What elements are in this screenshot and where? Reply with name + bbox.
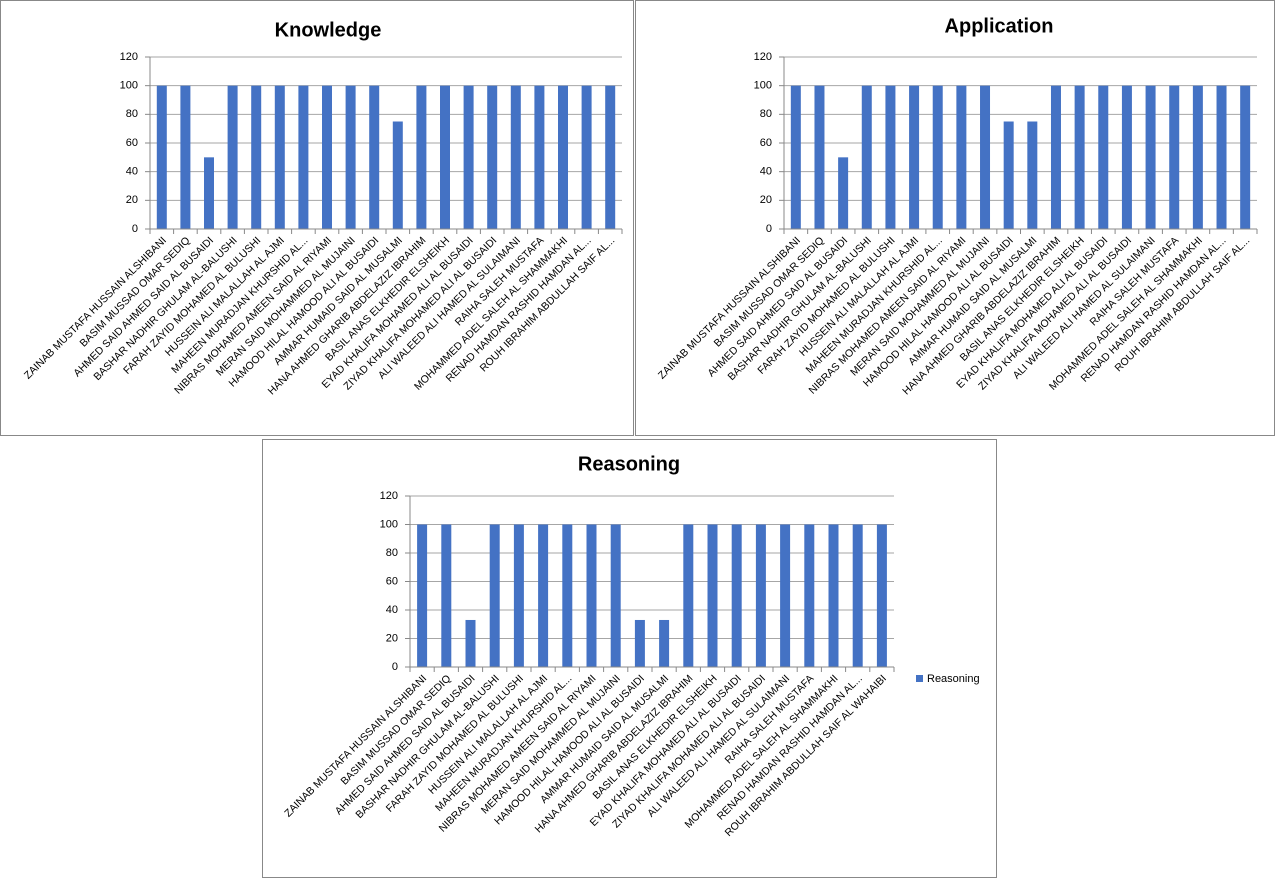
bar <box>417 524 428 667</box>
y-tick-label: 40 <box>126 166 138 178</box>
bar <box>1216 85 1227 230</box>
bar <box>1098 85 1109 230</box>
bar <box>510 85 521 230</box>
bar <box>1121 85 1132 230</box>
bar <box>1050 85 1061 230</box>
bar <box>790 85 801 230</box>
bar <box>1003 121 1014 229</box>
bar <box>465 619 476 667</box>
y-tick-label: 60 <box>126 137 138 149</box>
bar <box>1240 85 1251 230</box>
bar <box>956 85 967 230</box>
bar <box>828 524 839 667</box>
bar <box>1169 85 1180 230</box>
chart-frame <box>0 0 634 436</box>
chart-frame <box>262 439 997 878</box>
legend-label: Reasoning <box>927 673 980 685</box>
bar <box>298 85 309 230</box>
chart-title: Reasoning <box>578 453 680 475</box>
bar <box>605 85 616 230</box>
bar <box>534 85 545 230</box>
bar <box>204 157 214 229</box>
bar <box>558 85 568 230</box>
y-tick-label: 120 <box>754 51 772 63</box>
bar <box>861 85 872 230</box>
y-tick-label: 100 <box>754 80 772 92</box>
y-tick-label: 80 <box>386 547 398 559</box>
bar <box>513 524 524 667</box>
bar <box>463 85 474 230</box>
bar <box>932 85 943 230</box>
y-tick-label: 20 <box>760 194 772 206</box>
bar <box>1074 85 1085 230</box>
bar <box>885 85 896 230</box>
y-tick-label: 0 <box>132 223 138 235</box>
bar <box>1145 85 1156 230</box>
bar <box>804 524 815 667</box>
bar <box>852 524 863 667</box>
bar <box>538 524 549 667</box>
y-tick-label: 0 <box>392 661 398 673</box>
bar <box>586 524 597 667</box>
bar <box>441 524 452 667</box>
bar <box>1192 85 1203 230</box>
bar <box>156 85 167 230</box>
bar <box>180 85 191 230</box>
bar <box>581 85 592 230</box>
bar <box>683 524 694 667</box>
bar <box>345 85 356 230</box>
bar <box>251 85 262 230</box>
y-tick-label: 80 <box>760 108 772 120</box>
y-tick-label: 20 <box>386 632 398 644</box>
y-tick-label: 20 <box>126 194 138 206</box>
bar <box>489 524 500 667</box>
bar <box>659 619 670 667</box>
bar <box>227 85 238 230</box>
bar <box>487 85 498 230</box>
bar <box>1027 121 1038 229</box>
bar <box>838 157 849 229</box>
y-tick-label: 100 <box>380 518 398 530</box>
bar <box>876 524 887 667</box>
bar <box>780 524 791 667</box>
y-tick-label: 0 <box>766 223 772 235</box>
chart-frame <box>635 0 1275 436</box>
y-tick-label: 40 <box>386 604 398 616</box>
y-tick-label: 60 <box>760 137 772 149</box>
bar <box>416 85 427 230</box>
y-tick-label: 100 <box>120 80 138 92</box>
bar <box>392 121 403 229</box>
legend-swatch <box>916 675 923 682</box>
bar <box>755 524 766 667</box>
bar <box>562 524 573 667</box>
y-tick-label: 60 <box>386 575 398 587</box>
y-tick-label: 80 <box>126 108 138 120</box>
bar <box>707 524 718 667</box>
chart-title: Knowledge <box>275 19 382 41</box>
bar <box>909 85 920 230</box>
bar <box>731 524 742 667</box>
y-tick-label: 40 <box>760 166 772 178</box>
bar <box>440 85 450 230</box>
bar <box>369 85 380 230</box>
bar <box>610 524 621 667</box>
chart-title: Application <box>945 15 1054 37</box>
y-tick-label: 120 <box>380 490 398 502</box>
bar <box>322 85 332 230</box>
y-tick-label: 120 <box>120 51 138 63</box>
bar <box>274 85 285 230</box>
bar <box>634 619 645 667</box>
bar <box>980 85 991 230</box>
bar <box>814 85 825 230</box>
